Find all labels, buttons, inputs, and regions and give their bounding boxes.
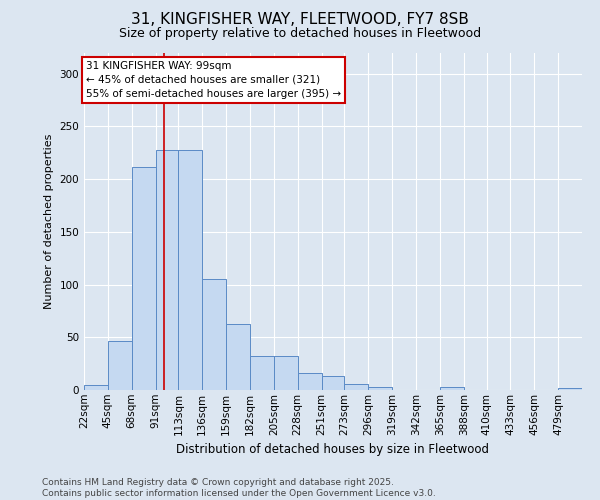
Bar (202, 280, 226, 390)
Text: 31 KINGFISHER WAY: 99sqm
← 45% of detached houses are smaller (321)
55% of semi-: 31 KINGFISHER WAY: 99sqm ← 45% of detach… (86, 61, 341, 99)
Bar (298, 373, 322, 390)
Bar (132, 168, 155, 390)
Bar (250, 356, 274, 390)
Bar (344, 384, 368, 390)
Bar (440, 387, 464, 390)
Bar (558, 388, 582, 390)
Text: 31, KINGFISHER WAY, FLEETWOOD, FY7 8SB: 31, KINGFISHER WAY, FLEETWOOD, FY7 8SB (131, 12, 469, 28)
Text: Size of property relative to detached houses in Fleetwood: Size of property relative to detached ho… (119, 28, 481, 40)
Text: Contains HM Land Registry data © Crown copyright and database right 2025.
Contai: Contains HM Land Registry data © Crown c… (42, 478, 436, 498)
Bar (178, 150, 202, 390)
Y-axis label: Number of detached properties: Number of detached properties (44, 134, 54, 309)
Bar (274, 356, 298, 390)
Bar (84, 384, 108, 390)
Bar (108, 342, 132, 390)
Bar (226, 324, 250, 390)
X-axis label: Distribution of detached houses by size in Fleetwood: Distribution of detached houses by size … (176, 443, 490, 456)
Bar (368, 387, 392, 390)
Bar (155, 150, 178, 390)
Bar (322, 376, 344, 390)
